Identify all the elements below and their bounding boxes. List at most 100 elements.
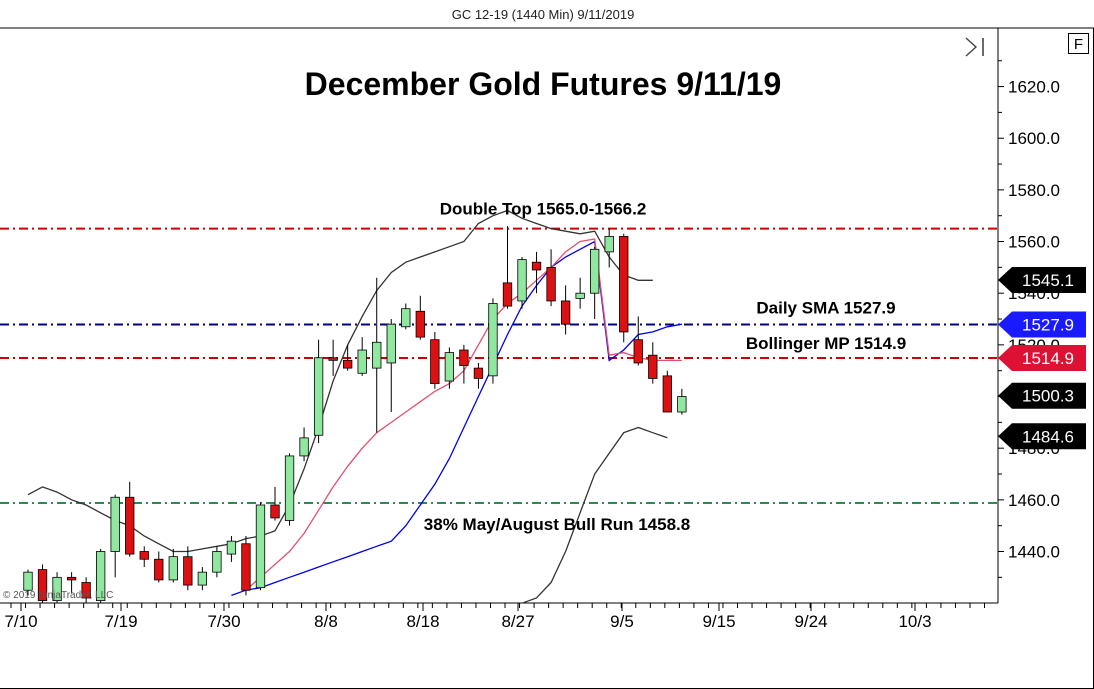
candle-body (560, 300, 571, 325)
chart-header: GC 12-19 (1440 Min) 9/11/2019 (452, 7, 635, 22)
indicator-line-3 (521, 426, 668, 604)
candle (241, 536, 251, 596)
candle-body (531, 261, 542, 271)
candle (372, 277, 382, 433)
price-badge-label: 1527.9 (1022, 315, 1074, 334)
time-tick-label: 8/8 (314, 612, 338, 631)
candle (270, 486, 280, 521)
level-label-0: Double Top 1565.0-1566.2 (440, 200, 647, 219)
f-button-label: F (1074, 36, 1083, 53)
candle-body (299, 437, 309, 457)
level-label-3: 38% May/August Bull Run 1458.8 (424, 515, 690, 534)
candle (284, 453, 295, 526)
candle (52, 572, 62, 604)
candle-body (430, 339, 440, 385)
candle (575, 277, 585, 309)
candle-body (372, 341, 382, 369)
candle (430, 331, 440, 389)
candle (328, 339, 338, 376)
candle-body (197, 571, 208, 586)
time-tick-label: 7/30 (207, 612, 240, 631)
price-badge-shape (998, 267, 1086, 294)
candle (343, 344, 353, 371)
candle-body (37, 569, 48, 601)
price-badge-label: 1484.6 (1022, 427, 1074, 446)
level-label-1: Daily SMA 1527.9 (756, 298, 895, 317)
time-tick-label: 7/10 (4, 612, 37, 631)
price-badge: 1500.3 (998, 382, 1086, 409)
candle (648, 342, 658, 384)
candle-body (125, 496, 135, 555)
candle (604, 228, 614, 268)
candle (110, 494, 120, 578)
time-tick-label: 7/19 (104, 612, 137, 631)
price-tick-label: 1560.0 (1008, 233, 1060, 252)
time-tick-label: 8/27 (501, 612, 534, 631)
candle (255, 502, 266, 591)
candle (154, 551, 164, 583)
candle-body (502, 282, 513, 307)
candle (560, 285, 571, 335)
scroll-arrow[interactable] (965, 37, 978, 57)
candle (313, 339, 324, 444)
candle (459, 344, 469, 384)
candle-body (154, 558, 164, 581)
price-badge-label: 1500.3 (1022, 387, 1074, 406)
price-tick-label: 1440.0 (1008, 543, 1060, 562)
candle-body (517, 259, 527, 302)
price-badge: 1545.1 (998, 267, 1086, 294)
candle (662, 370, 672, 413)
candle (357, 337, 367, 376)
price-badge-label: 1545.1 (1022, 271, 1074, 290)
time-tick-label: 9/5 (610, 612, 634, 631)
f-button[interactable]: F (1068, 33, 1089, 54)
candle-body (313, 357, 324, 436)
candle (299, 427, 309, 462)
candle (37, 564, 48, 604)
candle-body (575, 292, 585, 299)
time-tick-label: 9/24 (794, 612, 827, 631)
time-tick-label: 9/15 (702, 612, 735, 631)
candle (473, 362, 484, 389)
candle-body (241, 543, 251, 591)
candle-body (343, 359, 353, 369)
watermark: © 2019 NinjaTrader, LLC (3, 590, 113, 601)
price-tick-label: 1600.0 (1008, 129, 1060, 148)
candle (677, 388, 687, 415)
candle-body (139, 551, 149, 560)
candle-body (212, 551, 222, 573)
candle-body (52, 576, 62, 601)
candle-body (284, 455, 295, 521)
candle (502, 226, 513, 309)
candle-body (488, 303, 498, 377)
candle-body (590, 248, 600, 294)
candle-body (401, 308, 411, 328)
candle (633, 316, 643, 366)
candle-body (633, 339, 643, 364)
price-badge-label: 1514.9 (1022, 349, 1074, 368)
time-tick-label: 8/18 (406, 612, 439, 631)
candle (183, 546, 193, 591)
chart-title: December Gold Futures 9/11/19 (305, 66, 782, 102)
price-badge-shape (998, 382, 1086, 409)
scroll-to-end-icon[interactable] (965, 37, 984, 57)
candle (226, 536, 237, 562)
candle-body (546, 266, 556, 302)
f-button-box[interactable] (1068, 33, 1089, 54)
candle-body (357, 349, 367, 374)
candle (125, 481, 135, 557)
candle-body (415, 310, 425, 338)
candle (415, 295, 425, 340)
time-tick-label: 10/3 (898, 612, 931, 631)
price-tick-label: 1620.0 (1008, 78, 1060, 97)
candle-body (619, 235, 629, 333)
candle-body (66, 576, 77, 581)
candle (488, 298, 498, 384)
price-tick-label: 1580.0 (1008, 181, 1060, 200)
candle-body (255, 504, 266, 589)
candle-body (604, 235, 614, 253)
level-label-2: Bollinger MP 1514.9 (746, 334, 906, 353)
candle (81, 577, 91, 604)
candle-body (444, 352, 455, 382)
